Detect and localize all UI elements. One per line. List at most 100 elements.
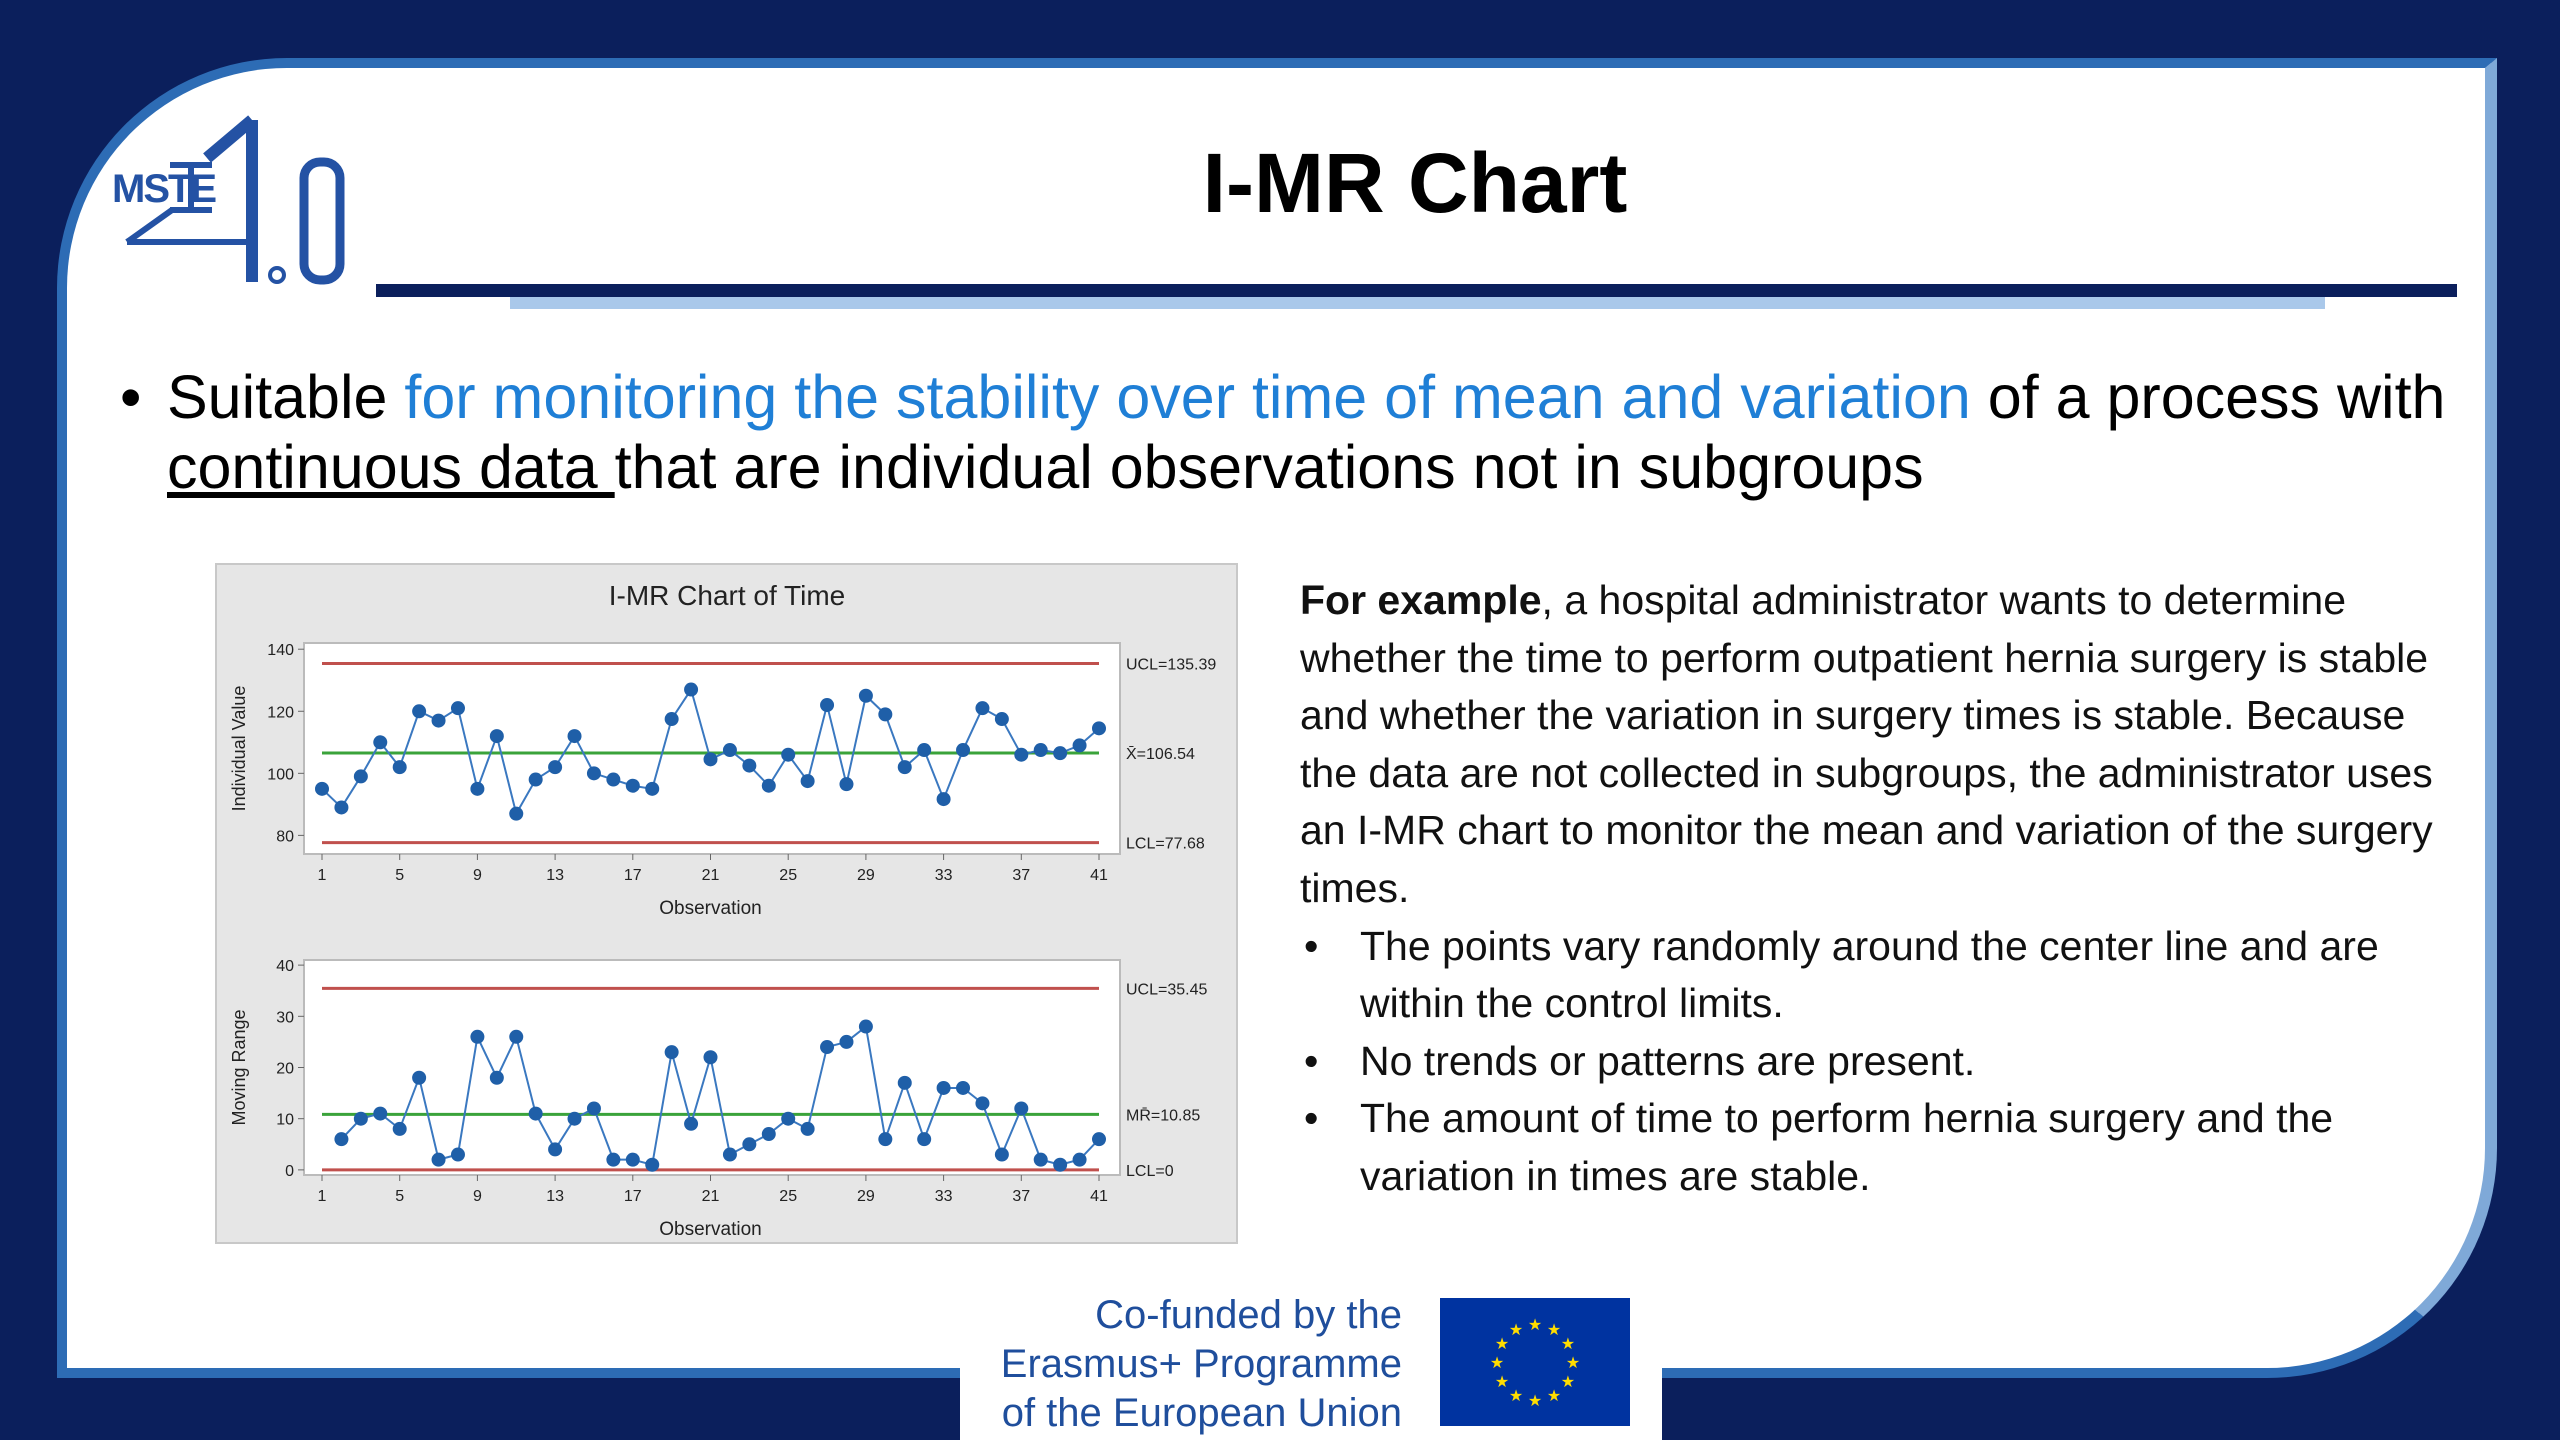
example-paragraph: For example, a hospital administrator wa… xyxy=(1300,572,2470,918)
data-point xyxy=(839,777,854,792)
eu-star-icon: ★ xyxy=(1509,1322,1523,1339)
eu-stars: ★ ★★★★★★★★★★★ xyxy=(1490,1317,1580,1410)
eu-star-icon: ★ xyxy=(1490,1355,1504,1372)
x-tick-label: 21 xyxy=(702,867,720,884)
x-tick-label: 1 xyxy=(318,867,327,884)
data-point xyxy=(315,781,329,796)
data-point xyxy=(1072,1152,1087,1167)
example-bullets: • The points vary randomly around the cen… xyxy=(1300,918,2470,1206)
x-tick-label: 37 xyxy=(1012,1188,1030,1205)
intro-highlight: for monitoring the stability over time o… xyxy=(404,363,1971,431)
x-tick-label: 29 xyxy=(857,867,875,884)
data-point xyxy=(781,1111,796,1126)
x-tick-label: 13 xyxy=(546,1188,564,1205)
data-point xyxy=(528,772,543,787)
eu-star-icon: ★ xyxy=(1547,1388,1561,1405)
data-point xyxy=(800,1121,815,1136)
data-point xyxy=(392,760,407,775)
data-point xyxy=(897,760,912,775)
data-point xyxy=(509,806,524,821)
x-tick-label: 29 xyxy=(857,1188,875,1205)
example-bullet: • The amount of time to perform hernia su… xyxy=(1300,1090,2470,1205)
eu-star-icon: ★ xyxy=(1547,1322,1561,1339)
data-point xyxy=(897,1075,912,1090)
x-tick-label: 17 xyxy=(624,867,642,884)
x-tick-label: 37 xyxy=(1012,867,1030,884)
control-limit-label: UCL=135.39 xyxy=(1126,657,1216,674)
y-tick-label: 140 xyxy=(267,642,294,659)
data-point xyxy=(606,1152,621,1167)
mste-logo: MSTE xyxy=(112,115,345,285)
data-point xyxy=(489,1070,504,1085)
data-point xyxy=(994,1147,1009,1162)
data-point xyxy=(450,1147,465,1162)
y-axis-label: Moving Range xyxy=(229,1009,249,1125)
data-point xyxy=(528,1106,543,1121)
x-tick-label: 41 xyxy=(1090,867,1108,884)
y-tick-label: 120 xyxy=(267,704,294,721)
example-bullet: • The points vary randomly around the cen… xyxy=(1300,918,2470,1033)
y-axis-label: Individual Value xyxy=(229,686,249,812)
data-point xyxy=(1014,1101,1029,1116)
data-point xyxy=(664,712,679,727)
data-point xyxy=(703,752,718,767)
data-point xyxy=(664,1045,679,1060)
funding-line: Erasmus+ Programme xyxy=(1000,1342,1402,1386)
example-body: , a hospital administrator wants to dete… xyxy=(1300,577,2433,911)
eu-star-icon: ★ xyxy=(1566,1355,1580,1372)
data-point xyxy=(548,760,563,775)
data-point xyxy=(586,1101,601,1116)
intro-part2: of a process with xyxy=(1970,363,2446,431)
data-point xyxy=(858,688,873,703)
data-point xyxy=(878,707,893,722)
data-point xyxy=(586,766,601,781)
data-point xyxy=(722,743,737,758)
x-axis-label: Observation xyxy=(659,898,761,919)
data-point xyxy=(1033,1152,1048,1167)
control-limit-label: UCL=35.45 xyxy=(1126,981,1207,998)
data-point xyxy=(1053,746,1068,761)
example-bullet: • No trends or patterns are present. xyxy=(1300,1033,2470,1091)
data-point xyxy=(412,1070,427,1085)
bullet-marker: • xyxy=(1304,922,1319,969)
y-tick-label: 100 xyxy=(267,766,294,783)
data-point xyxy=(1092,1132,1106,1147)
eu-star-icon: ★ xyxy=(1509,1388,1523,1405)
data-point xyxy=(684,682,699,697)
page-title: I-MR Chart xyxy=(1202,136,1628,230)
funding-footer: Co-funded by the Erasmus+ Programme of t… xyxy=(960,1277,1662,1440)
data-point xyxy=(975,1096,990,1111)
data-point xyxy=(392,1121,407,1136)
intro-part1: Suitable xyxy=(167,363,405,431)
data-point xyxy=(509,1029,524,1044)
eu-star-icon: ★ xyxy=(1561,1336,1575,1353)
eu-flag-icon: ★ ★ ★ ★ ★ ★ ★ ★ ★ ★ ★ ★ xyxy=(1440,1298,1630,1426)
x-tick-label: 13 xyxy=(546,867,564,884)
bullet-marker: • xyxy=(1304,1095,1319,1142)
data-point xyxy=(994,712,1009,727)
data-point xyxy=(878,1132,893,1147)
data-point xyxy=(1014,747,1029,762)
data-line xyxy=(340,1024,1100,1167)
bullet-marker: • xyxy=(120,363,142,431)
example-lead: For example xyxy=(1300,577,1542,623)
data-point xyxy=(606,772,621,787)
data-point xyxy=(353,769,368,784)
data-point xyxy=(858,1019,873,1034)
intro-part3: that are individual observations not in … xyxy=(614,433,1924,501)
plot-area xyxy=(303,642,1121,855)
x-tick-label: 21 xyxy=(702,1188,720,1205)
data-point xyxy=(742,758,757,773)
x-tick-label: 9 xyxy=(473,867,482,884)
x-tick-label: 5 xyxy=(395,1188,404,1205)
example-bullet-text: No trends or patterns are present. xyxy=(1360,1037,1976,1084)
data-point xyxy=(470,781,485,796)
data-point xyxy=(412,704,427,719)
data-point xyxy=(373,1106,388,1121)
data-point xyxy=(548,1142,563,1157)
data-point xyxy=(742,1137,757,1152)
data-point xyxy=(917,743,932,758)
x-tick-label: 33 xyxy=(935,867,953,884)
data-point xyxy=(975,701,990,716)
